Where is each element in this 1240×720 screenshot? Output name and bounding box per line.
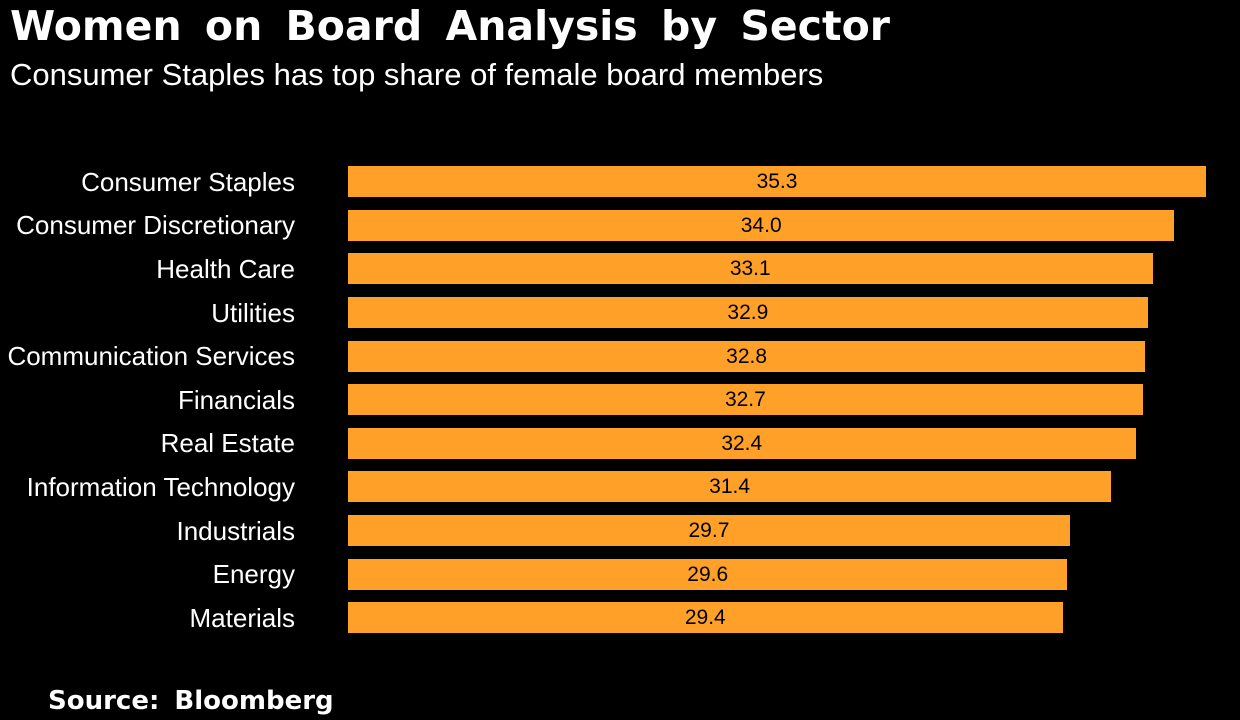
bar-energy: 29.6 xyxy=(348,558,1068,590)
bar-value-label: 31.4 xyxy=(709,475,751,499)
bar-real-estate: 32.4 xyxy=(348,427,1136,459)
category-label: Energy xyxy=(212,559,295,590)
chart-row: Communication Services 32.8 xyxy=(0,334,1240,378)
category-label: Industrials xyxy=(176,515,296,546)
chart-row: Consumer Staples 35.3 xyxy=(0,160,1240,204)
chart-row: Financials 32.7 xyxy=(0,378,1240,422)
chart-row: Energy 29.6 xyxy=(0,552,1240,596)
bar-track: 32.8 xyxy=(348,340,1206,372)
chart-row: Real Estate 32.4 xyxy=(0,422,1240,466)
bar-value-label: 33.1 xyxy=(729,257,771,281)
bar-track: 34.0 xyxy=(348,209,1206,241)
bar-industrials: 29.7 xyxy=(348,515,1070,547)
bar-financials: 32.7 xyxy=(348,384,1143,416)
category-label: Consumer Staples xyxy=(81,166,295,197)
bar-value-label: 29.4 xyxy=(684,606,726,630)
bar-track: 29.6 xyxy=(348,558,1206,590)
bar-value-label: 32.4 xyxy=(721,431,763,455)
bar-track: 31.4 xyxy=(348,471,1206,503)
bar-track: 32.7 xyxy=(348,384,1206,416)
bar-value-label: 32.9 xyxy=(727,301,769,325)
bar-value-label: 35.3 xyxy=(756,170,798,194)
chart-title: Women on Board Analysis by Sector xyxy=(10,2,890,50)
category-label: Health Care xyxy=(156,253,295,284)
bar-chart: Consumer Staples 35.3 Consumer Discretiona… xyxy=(0,160,1240,640)
bar-consumer-staples: 35.3 xyxy=(348,166,1206,198)
bar-value-label: 34.0 xyxy=(740,213,782,237)
chart-row: Utilities 32.9 xyxy=(0,291,1240,335)
bar-information-technology: 31.4 xyxy=(348,471,1112,503)
bar-track: 35.3 xyxy=(348,166,1206,198)
chart-row: Materials 29.4 xyxy=(0,596,1240,640)
bar-track: 29.7 xyxy=(348,515,1206,547)
bar-communication-services: 32.8 xyxy=(348,340,1146,372)
bar-value-label: 32.7 xyxy=(724,388,766,412)
bar-materials: 29.4 xyxy=(348,602,1063,634)
category-label: Financials xyxy=(177,384,295,415)
category-label: Communication Services xyxy=(7,341,295,372)
bar-track: 33.1 xyxy=(348,253,1206,285)
category-label: Utilities xyxy=(211,297,295,328)
chart-row: Industrials 29.7 xyxy=(0,509,1240,553)
category-label: Information Technology xyxy=(26,471,295,502)
chart-row: Health Care 33.1 xyxy=(0,247,1240,291)
bar-utilities: 32.9 xyxy=(348,297,1148,329)
bar-track: 29.4 xyxy=(348,602,1206,634)
chart-row: Information Technology 31.4 xyxy=(0,465,1240,509)
bar-health-care: 33.1 xyxy=(348,253,1153,285)
bar-track: 32.4 xyxy=(348,427,1206,459)
category-label: Materials xyxy=(189,602,295,633)
category-label: Real Estate xyxy=(160,428,295,459)
chart-row: Consumer Discretionary 34.0 xyxy=(0,204,1240,248)
source-credit: Source: Bloomberg xyxy=(48,686,334,716)
category-label: Consumer Discretionary xyxy=(16,210,295,241)
bar-value-label: 29.7 xyxy=(688,519,730,543)
chart-subtitle: Consumer Staples has top share of female… xyxy=(10,57,824,92)
bar-track: 32.9 xyxy=(348,297,1206,329)
bar-value-label: 29.6 xyxy=(687,562,729,586)
bar-value-label: 32.8 xyxy=(726,344,768,368)
bar-consumer-discretionary: 34.0 xyxy=(348,209,1175,241)
